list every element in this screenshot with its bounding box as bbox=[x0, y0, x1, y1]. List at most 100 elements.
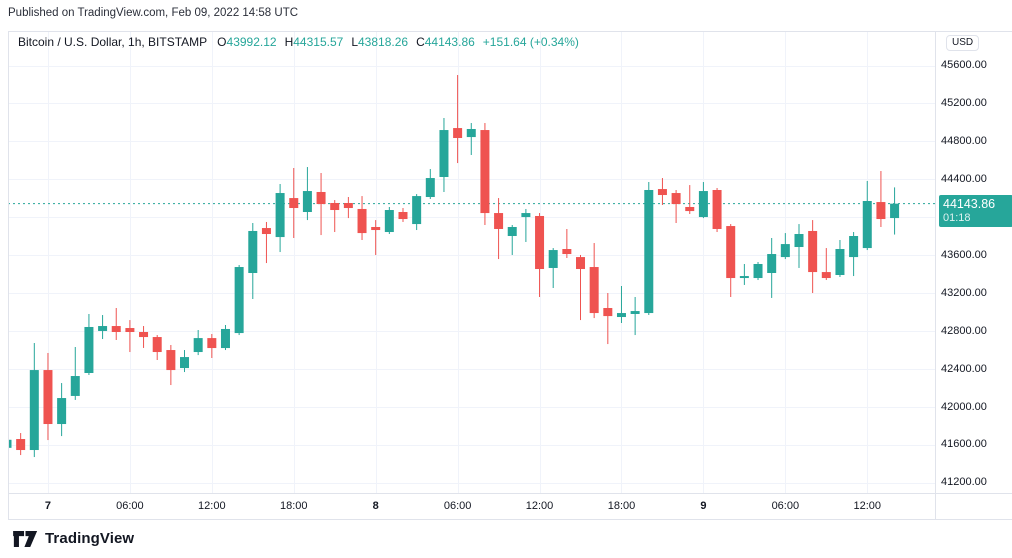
candle-up bbox=[548, 250, 558, 268]
price-axis-label: 43600.00 bbox=[941, 248, 987, 261]
time-axis-label: 12:00 bbox=[198, 500, 226, 512]
last-price-value: 44143.86 bbox=[943, 196, 996, 211]
candle-up bbox=[384, 210, 394, 233]
candle-up bbox=[466, 128, 476, 138]
price-axis-label: 41200.00 bbox=[941, 476, 987, 489]
candle-up bbox=[302, 191, 312, 213]
candle-down bbox=[330, 202, 340, 211]
candle-down bbox=[207, 338, 217, 349]
panel-borders bbox=[8, 31, 1012, 520]
candle-down bbox=[261, 228, 271, 235]
candle-up bbox=[234, 267, 244, 334]
candle-down bbox=[16, 439, 26, 451]
price-axis-label: 43200.00 bbox=[941, 286, 987, 299]
symbol-legend: Bitcoin / U.S. Dollar, 1h, BITSTAMP O439… bbox=[18, 35, 579, 49]
time-axis-label: 18:00 bbox=[607, 500, 636, 512]
time-axis-label: 9 bbox=[700, 500, 707, 512]
candle-down bbox=[111, 326, 121, 333]
price-axis-label: 44800.00 bbox=[941, 134, 987, 147]
candle-down bbox=[712, 189, 722, 229]
candle-down bbox=[808, 230, 818, 273]
candle-up bbox=[780, 244, 790, 258]
time-axis-label: 12:00 bbox=[525, 500, 554, 512]
candle-up bbox=[84, 326, 94, 373]
candle-up bbox=[248, 230, 258, 274]
price-axis-label: 45200.00 bbox=[941, 96, 987, 109]
candle-down bbox=[671, 193, 681, 205]
candle-down bbox=[166, 350, 176, 371]
candle-down bbox=[494, 213, 504, 229]
time-axis-label: 06:00 bbox=[116, 500, 144, 512]
published-bar: Published on TradingView.com, Feb 09, 20… bbox=[8, 7, 299, 19]
time-axis-label: 8 bbox=[372, 500, 379, 512]
bar-change: +151.64 (+0.34%) bbox=[482, 35, 579, 49]
candle-up bbox=[8, 439, 12, 448]
price-axis-label: 42800.00 bbox=[941, 324, 987, 337]
candle-up bbox=[521, 213, 531, 218]
candle-up bbox=[507, 226, 517, 237]
gridlines bbox=[8, 31, 935, 493]
tradingview-logo-icon bbox=[13, 530, 38, 547]
candle-down bbox=[316, 191, 326, 205]
candle-down bbox=[603, 308, 613, 317]
candle-up bbox=[753, 263, 763, 279]
candle-down bbox=[398, 212, 408, 220]
candle-down bbox=[480, 130, 490, 214]
time-axis-label: 18:00 bbox=[279, 500, 308, 512]
candle-down bbox=[125, 328, 135, 333]
candle-down bbox=[589, 267, 599, 314]
candle-up bbox=[29, 370, 39, 451]
candle-up bbox=[180, 357, 190, 369]
candle-up bbox=[630, 311, 640, 314]
currency-toggle-button[interactable]: USD bbox=[946, 35, 980, 51]
brand-name: TradingView bbox=[45, 530, 135, 547]
candle-up bbox=[767, 254, 777, 274]
price-axis-label: 42400.00 bbox=[941, 362, 987, 375]
ohlc-high: H44315.57 bbox=[284, 35, 344, 49]
candle-down bbox=[371, 226, 381, 231]
ohlc-close: C44143.86 bbox=[416, 35, 475, 49]
bar-countdown: 01:18 bbox=[943, 211, 971, 224]
candle-down bbox=[357, 208, 367, 234]
candle-down bbox=[876, 202, 886, 220]
symbol-title: Bitcoin / U.S. Dollar, 1h, BITSTAMP bbox=[18, 35, 208, 49]
candle-up bbox=[862, 201, 872, 249]
time-axis-label: 06:00 bbox=[771, 500, 800, 512]
candle-down bbox=[726, 226, 736, 279]
candle-down bbox=[535, 215, 545, 270]
candle-down bbox=[43, 370, 53, 425]
candle-up bbox=[835, 249, 845, 275]
candle-up bbox=[275, 193, 285, 238]
brand-footer[interactable]: TradingView bbox=[13, 530, 134, 547]
candle-up bbox=[739, 276, 749, 279]
candle-up bbox=[412, 196, 422, 225]
candle-up bbox=[70, 376, 80, 396]
candle-down bbox=[343, 202, 353, 209]
candle-up bbox=[616, 313, 626, 318]
candle-up bbox=[698, 191, 708, 218]
candle-down bbox=[289, 198, 299, 209]
candle-up bbox=[98, 326, 108, 331]
candles-layer bbox=[8, 75, 900, 458]
candle-down bbox=[152, 337, 162, 353]
candle-down bbox=[685, 206, 695, 212]
candle-up bbox=[425, 178, 435, 198]
candle-down bbox=[139, 332, 149, 338]
price-axis-label: 45600.00 bbox=[941, 59, 987, 72]
time-axis-label: 7 bbox=[44, 500, 52, 512]
candle-up bbox=[644, 189, 654, 314]
time-axis-label: 06:00 bbox=[443, 500, 472, 512]
candle-up bbox=[57, 398, 67, 425]
ohlc-low: L43818.26 bbox=[351, 35, 409, 49]
last-price-badge: 44143.86 01:18 bbox=[939, 194, 1012, 227]
price-axis-label: 44400.00 bbox=[941, 172, 987, 185]
candle-down bbox=[576, 257, 586, 270]
ohlc-open: O43992.12 bbox=[217, 35, 277, 49]
candle-down bbox=[657, 189, 667, 196]
candle-up bbox=[220, 328, 230, 349]
candle-up bbox=[794, 234, 804, 248]
candle-up bbox=[849, 236, 859, 258]
candle-down bbox=[562, 249, 572, 255]
candle-down bbox=[453, 128, 463, 139]
